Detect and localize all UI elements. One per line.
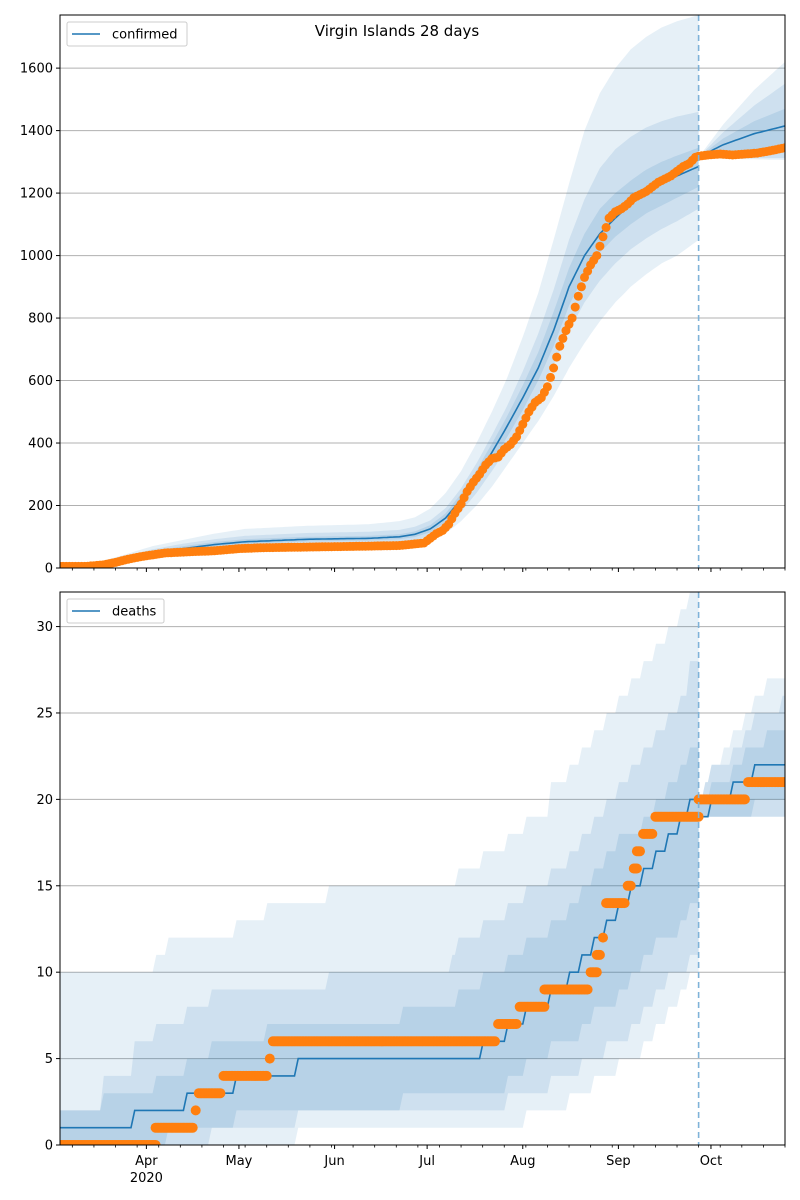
observed-point: [215, 1088, 226, 1099]
observed-point: [576, 282, 586, 292]
deaths-axes-frame: [59, 591, 786, 1146]
x-tick-label: Apr: [135, 1154, 158, 1169]
y-tick-label: 1000: [20, 249, 53, 264]
deaths-legend: deaths: [66, 598, 165, 624]
confidence-band-middle: [60, 661, 699, 1145]
legend-box: [66, 598, 165, 624]
x-tick-label: May: [225, 1154, 252, 1169]
observed-point: [187, 1122, 198, 1133]
y-tick-label: 10: [36, 966, 53, 981]
confirmed-axes-frame: [59, 14, 786, 569]
observed-point: [552, 352, 562, 362]
deaths-y-axis: 0 5 10 15 20 25 30: [36, 620, 60, 1154]
observed-point: [539, 1001, 550, 1012]
deaths-observed-points: [60, 777, 785, 1145]
y-tick-label: 1200: [20, 187, 53, 202]
observed-point: [739, 794, 750, 805]
observed-point: [780, 777, 785, 788]
observed-point: [490, 1036, 500, 1047]
chart-title: Virgin Islands 28 days: [315, 22, 480, 40]
observed-point: [647, 828, 658, 839]
observed-point: [150, 1140, 161, 1145]
x-tick-label: Jun: [323, 1154, 344, 1169]
observed-point: [511, 1019, 522, 1029]
x-tick-label: Oct: [700, 1154, 722, 1169]
median-line: [698, 125, 785, 158]
observed-point: [635, 846, 645, 857]
observed-point: [619, 898, 630, 909]
observed-point: [555, 341, 565, 351]
observed-point: [625, 880, 636, 891]
observed-point: [591, 967, 602, 978]
y-tick-label: 200: [28, 499, 53, 514]
observed-point: [549, 363, 559, 373]
confidence-band-inner: [698, 108, 785, 158]
confirmed-y-axis: 0 200 400 600 800 1000 1200 1400 1600: [20, 62, 60, 577]
y-tick-label: 1400: [20, 124, 53, 139]
legend-label: confirmed: [112, 28, 178, 43]
observed-point: [567, 313, 577, 323]
confirmed-legend: confirmed: [66, 21, 188, 47]
median-line: [698, 763, 785, 818]
confidence-band-inner: [60, 747, 699, 1145]
y-tick-label: 800: [28, 312, 53, 327]
deaths-x-axis: Apr 2020 May Jun Jul Aug Sep Oct: [71, 1145, 786, 1186]
y-tick-label: 15: [36, 879, 53, 894]
observed-point: [631, 863, 642, 874]
y-tick-label: 0: [45, 1139, 53, 1154]
observed-point: [592, 251, 602, 261]
observed-point: [595, 241, 605, 251]
y-tick-label: 1600: [20, 62, 53, 77]
legend-label: deaths: [112, 605, 157, 620]
observed-point: [570, 302, 580, 312]
observed-point: [558, 333, 568, 343]
confidence-band-middle: [698, 83, 785, 159]
observed-point: [594, 949, 605, 960]
observed-point: [598, 232, 608, 242]
y-tick-label: 20: [36, 793, 53, 808]
observed-point: [190, 1105, 201, 1116]
y-tick-label: 0: [45, 562, 53, 577]
y-tick-label: 25: [36, 706, 53, 721]
observed-point: [261, 1070, 272, 1081]
x-tick-label: Sep: [606, 1154, 631, 1169]
observed-point: [542, 382, 552, 392]
confidence-band-outer: [60, 15, 699, 567]
confirmed-bands: [60, 15, 785, 567]
observed-point: [573, 291, 583, 301]
observed-point: [264, 1053, 275, 1064]
confidence-band-middle: [60, 111, 699, 567]
legend-box: [66, 21, 188, 47]
x-tick-label: Aug: [510, 1154, 535, 1169]
y-tick-label: 30: [36, 620, 53, 635]
observed-point: [598, 932, 608, 943]
observed-point: [780, 143, 785, 153]
y-tick-label: 400: [28, 437, 53, 452]
observed-point: [582, 984, 593, 995]
confirmed-observed-points: [60, 143, 785, 568]
y-tick-label: 5: [45, 1052, 53, 1067]
x-tick-label: Jul: [418, 1154, 435, 1169]
y-tick-label: 600: [28, 374, 53, 389]
confidence-band-inner: [60, 147, 699, 567]
observed-point: [601, 223, 611, 232]
x-tick-year-label: 2020: [130, 1171, 163, 1186]
confirmed-x-axis: [71, 568, 786, 572]
confidence-band-outer: [698, 61, 785, 160]
deaths-panel: 0 5 10 15 20 25 30 Apr 2020 May Jun Jul Aug Sep Oct d…: [36, 591, 786, 1186]
observed-point: [546, 372, 555, 382]
